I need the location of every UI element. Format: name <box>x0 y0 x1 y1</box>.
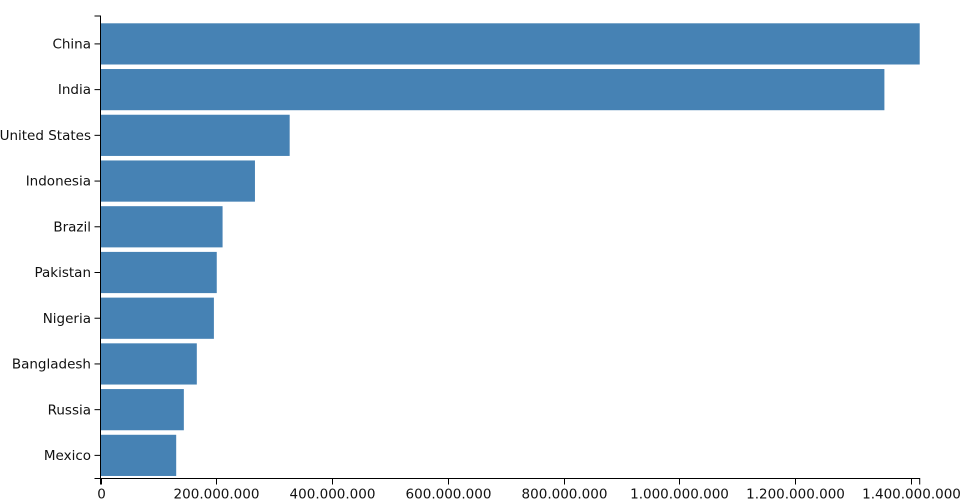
x-tick-label: 1.000.000.000 <box>630 487 729 500</box>
y-tick-label-india: India <box>58 82 91 98</box>
x-tick-label: 400.000.000 <box>290 487 376 500</box>
bar-mexico <box>101 434 177 476</box>
y-tick-label-bangladesh: Bangladesh <box>12 357 91 373</box>
bar-bangladesh <box>101 343 197 385</box>
bar-russia <box>101 389 184 431</box>
x-tick-label: 1.400.000.000 <box>862 487 960 500</box>
x-tick-label: 800.000.000 <box>522 487 608 500</box>
x-tick-label: 0 <box>97 487 106 500</box>
y-tick-label-china: China <box>52 36 91 52</box>
x-axis-domain <box>100 478 921 485</box>
y-tick-label-nigeria: Nigeria <box>43 311 91 327</box>
y-tick-label-pakistan: Pakistan <box>34 265 91 281</box>
x-tick-label: 1.200.000.000 <box>746 487 845 500</box>
y-tick-label-brazil: Brazil <box>53 219 91 235</box>
y-tick-label-mexico: Mexico <box>44 448 91 464</box>
y-axis-domain <box>94 15 101 479</box>
bar-india <box>101 69 885 111</box>
bar-united-states <box>101 114 290 156</box>
y-tick-label-indonesia: Indonesia <box>26 174 91 190</box>
bar-china <box>101 23 920 65</box>
bar-brazil <box>101 206 223 248</box>
y-tick-label-russia: Russia <box>48 402 91 418</box>
x-tick-label: 600.000.000 <box>406 487 492 500</box>
bar-pakistan <box>101 251 217 294</box>
x-tick-label: 200.000.000 <box>174 487 260 500</box>
bar-indonesia <box>101 160 255 202</box>
y-tick-label-united-states: United States <box>0 128 91 144</box>
bar-nigeria <box>101 297 214 339</box>
